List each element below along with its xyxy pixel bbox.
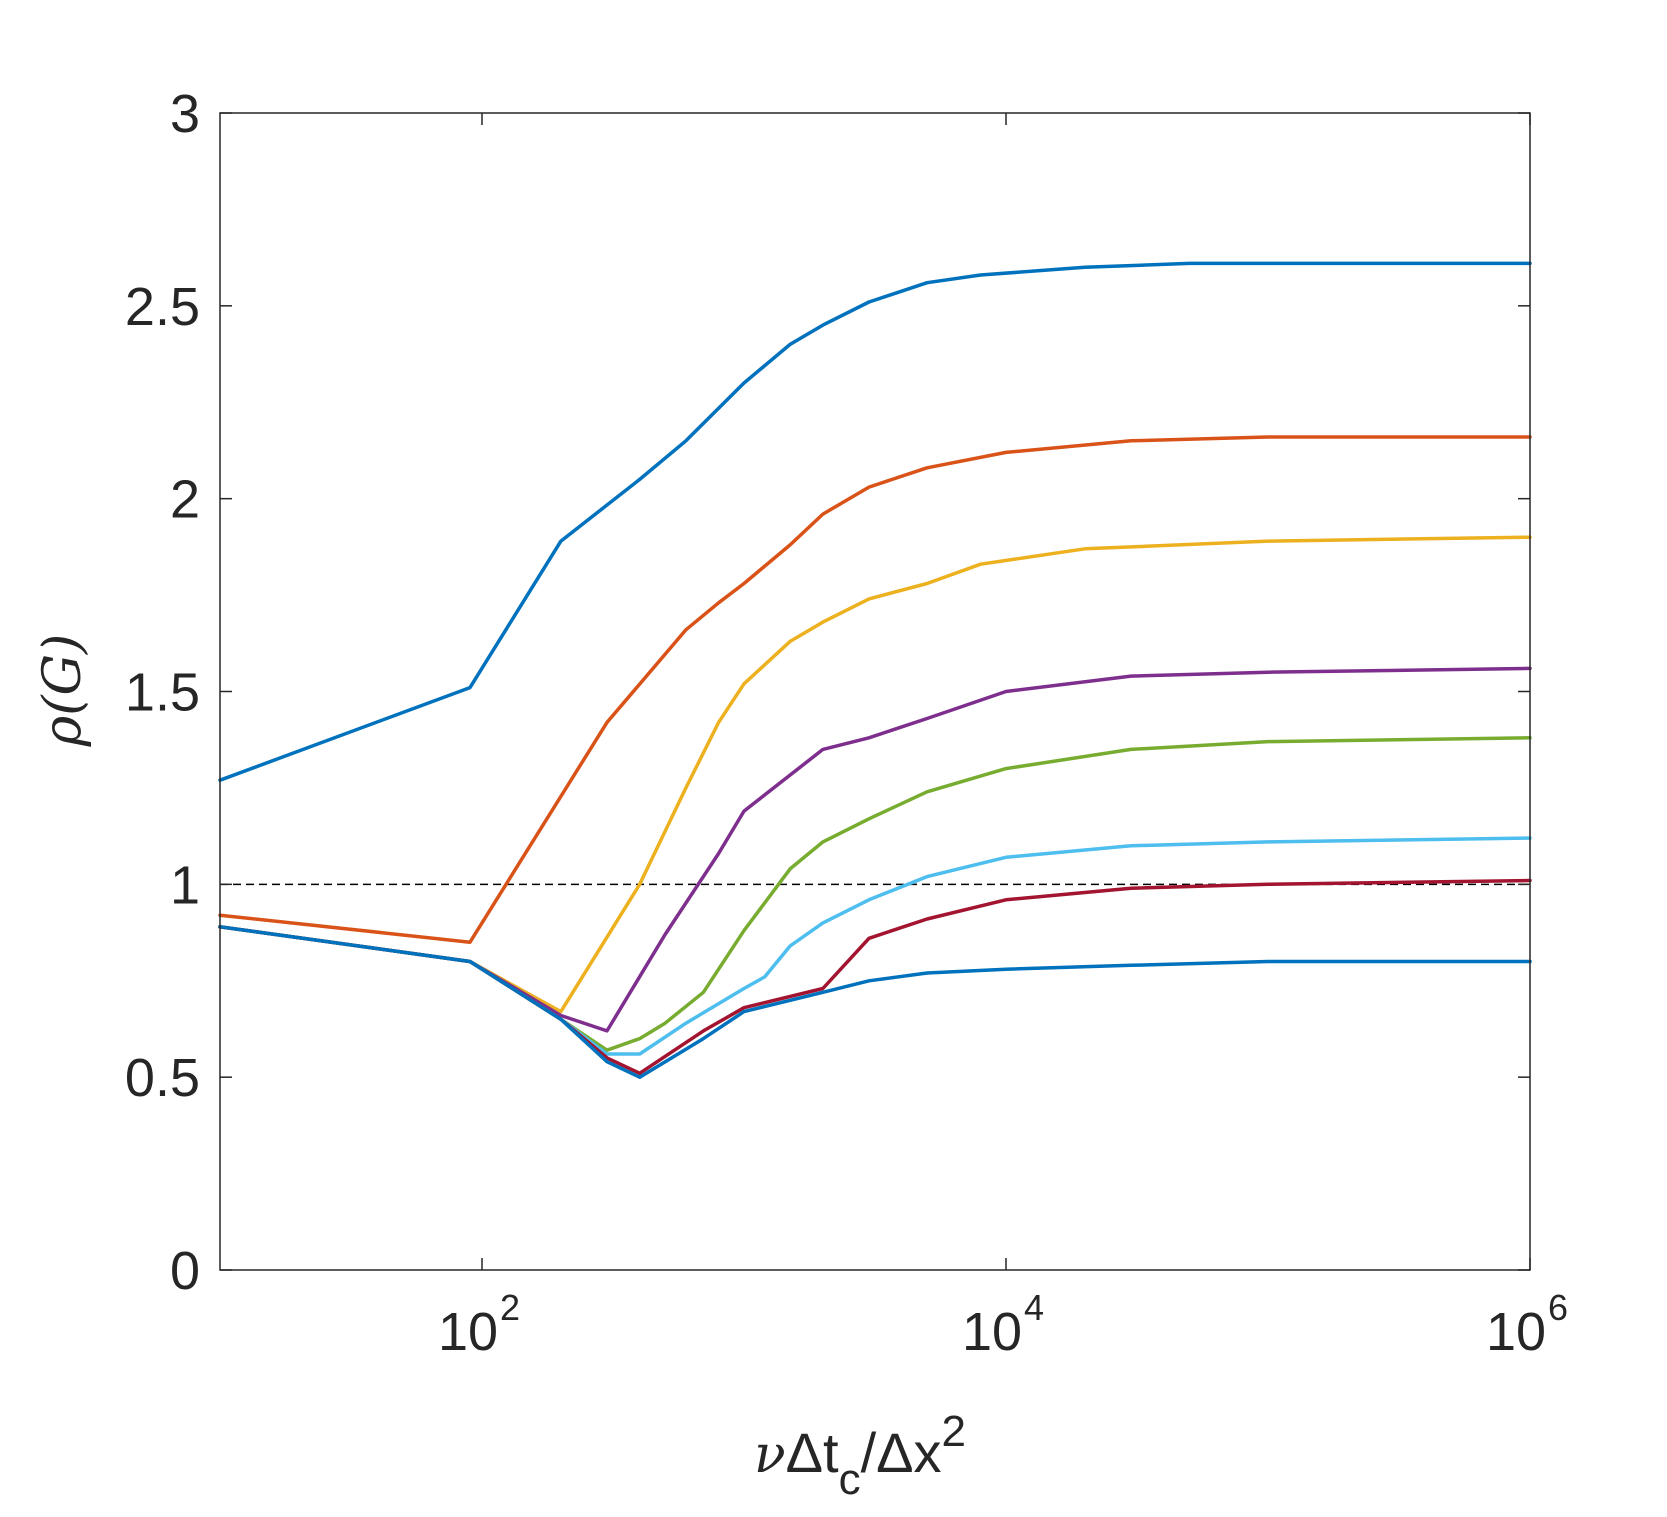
x-axis-label-slash-delta-x: /Δx [861, 1421, 942, 1484]
y-tick-label: 1 [170, 855, 200, 915]
series-line-3 [218, 535, 1532, 1014]
series-group [218, 261, 1532, 1079]
x-tick-label: 10 [1486, 1302, 1546, 1362]
x-axis-label-subscript: c [839, 1455, 861, 1504]
y-axis-label: ρ(G) [33, 634, 93, 748]
series-line-1 [218, 261, 1532, 782]
y-tick-label: 1.5 [125, 663, 200, 723]
y-tick-label: 0 [170, 1241, 200, 1301]
x-axis-label: νΔtc/Δx2 [754, 1407, 966, 1504]
series-line-8 [218, 925, 1532, 1079]
x-axis-label-delta-t: Δt [786, 1421, 839, 1484]
x-axis-label-superscript: 2 [942, 1407, 966, 1456]
series-line-4 [218, 666, 1532, 1033]
y-tick-label: 3 [170, 84, 200, 144]
x-tick-label: 10 [438, 1302, 498, 1362]
y-tick-label: 2.5 [125, 277, 200, 337]
series-line-2 [218, 435, 1532, 944]
x-tick-label: 10 [962, 1302, 1022, 1362]
y-tick-label: 2 [170, 470, 200, 530]
x-tick-label-exponent: 6 [1548, 1287, 1568, 1328]
x-tick-label-exponent: 4 [1024, 1287, 1044, 1328]
x-axis-label-nu: ν [754, 1425, 786, 1485]
x-tick-label-exponent: 2 [500, 1287, 520, 1328]
y-tick-label: 0.5 [125, 1048, 200, 1108]
